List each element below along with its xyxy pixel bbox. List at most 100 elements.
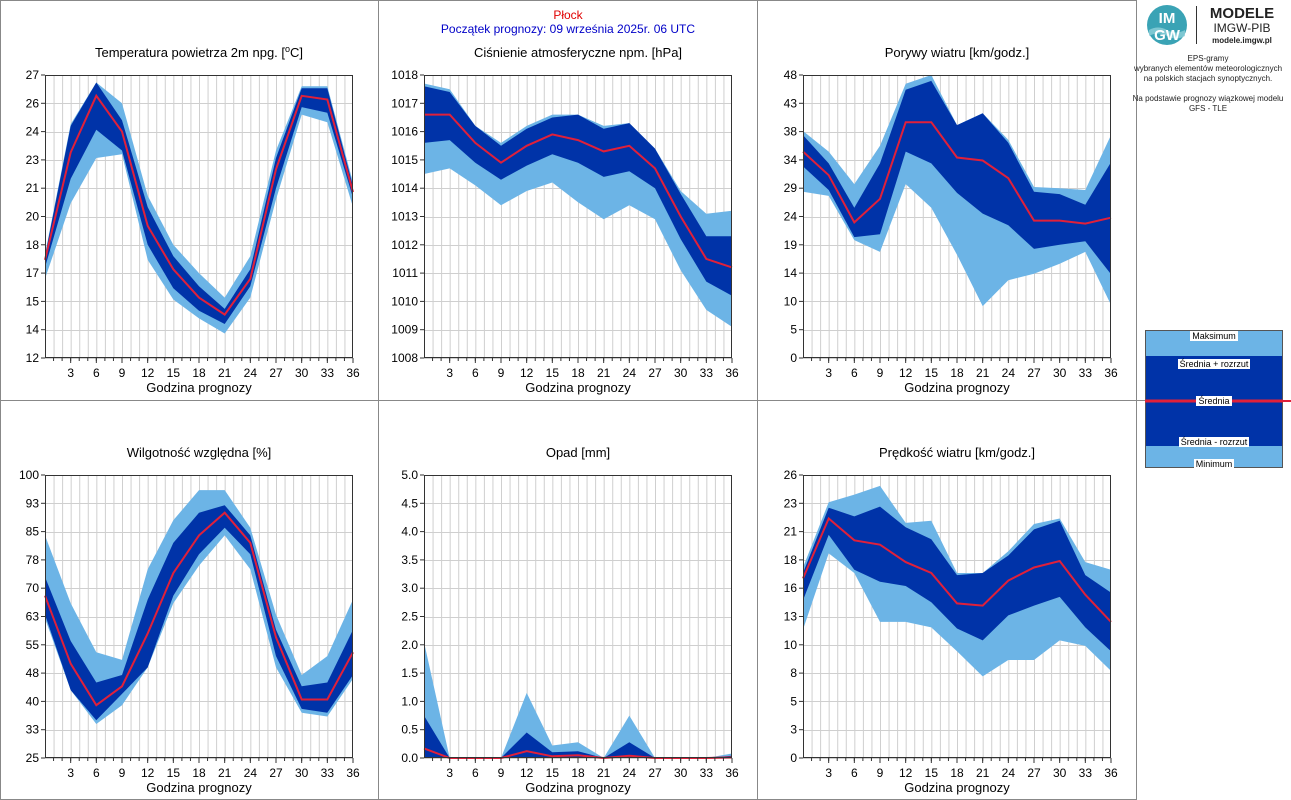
x-tick-label: 9 — [877, 366, 884, 380]
x-tick-label: 6 — [93, 366, 100, 380]
x-tick-label: 27 — [1027, 366, 1041, 380]
x-tick-label: 21 — [976, 766, 990, 780]
y-tick-label: 1.0 — [401, 694, 418, 708]
chart-title: Ciśnienie atmosferyczne npm. [hPa] — [474, 45, 682, 60]
y-tick-label: 1015 — [391, 153, 418, 167]
x-tick-label: 36 — [1104, 766, 1118, 780]
station-name: Płock — [553, 8, 583, 22]
x-tick-label: 18 — [192, 766, 206, 780]
y-tick-label: 70 — [26, 581, 40, 595]
y-tick-label: 18 — [784, 553, 798, 567]
y-tick-label: 8 — [790, 666, 797, 680]
chart-title-text: Ciśnienie atmosferyczne npm. [hPa] — [474, 45, 682, 60]
x-tick-label: 6 — [93, 766, 100, 780]
chart-title: Porywy wiatru [km/godz.] — [885, 45, 1030, 60]
x-tick-label: 6 — [472, 366, 479, 380]
y-tick-label: 48 — [784, 68, 798, 82]
x-tick-label: 36 — [725, 366, 739, 380]
x-tick-label: 33 — [1079, 766, 1093, 780]
x-axis-label: Godzina prognozy — [904, 380, 1010, 395]
chart-title-text: Temperatura powietrza 2m npg. [ — [95, 45, 285, 60]
info-line-5: GFS - TLE — [1188, 104, 1228, 113]
band-legend: Maksimum Średnia + rozrzut Średnia Średn… — [1145, 330, 1291, 469]
y-tick-label: 48 — [26, 666, 40, 680]
x-axis-label: Godzina prognozy — [146, 780, 252, 795]
plot-frame — [803, 75, 1111, 358]
x-tick-label: 30 — [295, 766, 309, 780]
x-tick-label: 6 — [851, 366, 858, 380]
legend-max: Maksimum — [1190, 331, 1238, 341]
x-tick-label: 18 — [950, 766, 964, 780]
legend-mean-minus: Średnia - rozrzut — [1178, 437, 1250, 447]
band-spread — [803, 80, 1111, 275]
y-tick-label: 19 — [784, 238, 798, 252]
y-tick-label: 13 — [784, 610, 798, 624]
x-tick-label: 15 — [546, 766, 560, 780]
x-tick-label: 15 — [925, 766, 939, 780]
y-tick-label: 15 — [26, 294, 40, 308]
y-tick-label: 1013 — [391, 210, 418, 224]
info-line-3: na polskich stacjach synoptycznych. — [1143, 74, 1273, 83]
band-spread — [424, 86, 732, 296]
chart-title-sup: o — [285, 44, 290, 54]
y-tick-label: 1008 — [391, 351, 418, 365]
x-tick-label: 3 — [446, 366, 453, 380]
y-tick-label: 3.0 — [401, 581, 418, 595]
logo-url: modele.imgw.pl — [1212, 36, 1272, 45]
chart-humidity: 3 6 9 12 15 18 21 24 27 30 33 361009385787063554840… — [19, 445, 360, 795]
x-tick-label: 15 — [167, 366, 181, 380]
y-tick-label: 1009 — [391, 323, 418, 337]
x-tick-label: 3 — [67, 766, 74, 780]
y-tick-label: 1014 — [391, 181, 418, 195]
chart-title: Opad [mm] — [546, 445, 610, 460]
y-tick-label: 2.5 — [401, 610, 418, 624]
y-tick-label: 1016 — [391, 125, 418, 139]
y-tick-label: 23 — [26, 153, 40, 167]
y-tick-label: 27 — [26, 68, 40, 82]
y-tick-label: 0.0 — [401, 751, 418, 765]
x-tick-label: 33 — [321, 366, 335, 380]
x-tick-label: 15 — [925, 366, 939, 380]
y-tick-label: 25 — [26, 751, 40, 765]
chart-temperature: 3 6 9 12 15 18 21 24 27 30 33 362726242321201817151… — [26, 44, 360, 395]
y-tick-label: 0 — [790, 751, 797, 765]
y-tick-label: 16 — [784, 581, 798, 595]
forecast-header: Płock Początek prognozy: 09 września 202… — [379, 8, 757, 36]
logo-badge-bottom: GW — [1154, 27, 1181, 44]
y-tick-label: 100 — [19, 468, 39, 482]
x-tick-label: 33 — [700, 366, 714, 380]
y-tick-label: 1018 — [391, 68, 418, 82]
x-tick-label: 24 — [244, 366, 258, 380]
y-tick-label: 10 — [784, 294, 798, 308]
band-min-max — [424, 83, 732, 327]
y-tick-label: 24 — [784, 210, 798, 224]
y-tick-label: 10 — [784, 638, 798, 652]
x-tick-label: 30 — [674, 766, 688, 780]
y-tick-label: 5 — [790, 323, 797, 337]
x-tick-label: 21 — [597, 366, 611, 380]
plot-frame — [45, 475, 353, 758]
series-mean — [802, 121, 1112, 225]
y-tick-label: 21 — [26, 181, 40, 195]
y-tick-label: 5 — [790, 694, 797, 708]
y-tick-label: 85 — [26, 525, 40, 539]
chart-pressure: 3 6 9 12 15 18 21 24 27 30 33 361018101710161015101… — [391, 45, 739, 395]
x-tick-label: 6 — [851, 766, 858, 780]
y-tick-label: 18 — [26, 238, 40, 252]
x-tick-label: 27 — [648, 766, 662, 780]
y-tick-label: 5.0 — [401, 468, 418, 482]
chart-wind-speed: 3 6 9 12 15 18 21 24 27 30 33 36262321181613108530G… — [784, 445, 1118, 795]
x-tick-label: 3 — [67, 366, 74, 380]
y-tick-label: 17 — [26, 266, 40, 280]
plot-frame — [424, 75, 732, 358]
y-tick-label: 1010 — [391, 294, 418, 308]
y-tick-label: 4.0 — [401, 525, 418, 539]
x-tick-label: 15 — [167, 766, 181, 780]
x-tick-label: 9 — [877, 766, 884, 780]
chart-title-text: Opad [mm] — [546, 445, 610, 460]
x-tick-label: 9 — [119, 766, 126, 780]
x-tick-label: 27 — [269, 366, 283, 380]
imgw-logo: IM GW MODELE IMGW-PIB modele.imgw.pl — [1147, 5, 1274, 45]
x-tick-label: 6 — [472, 766, 479, 780]
y-tick-label: 40 — [26, 694, 40, 708]
